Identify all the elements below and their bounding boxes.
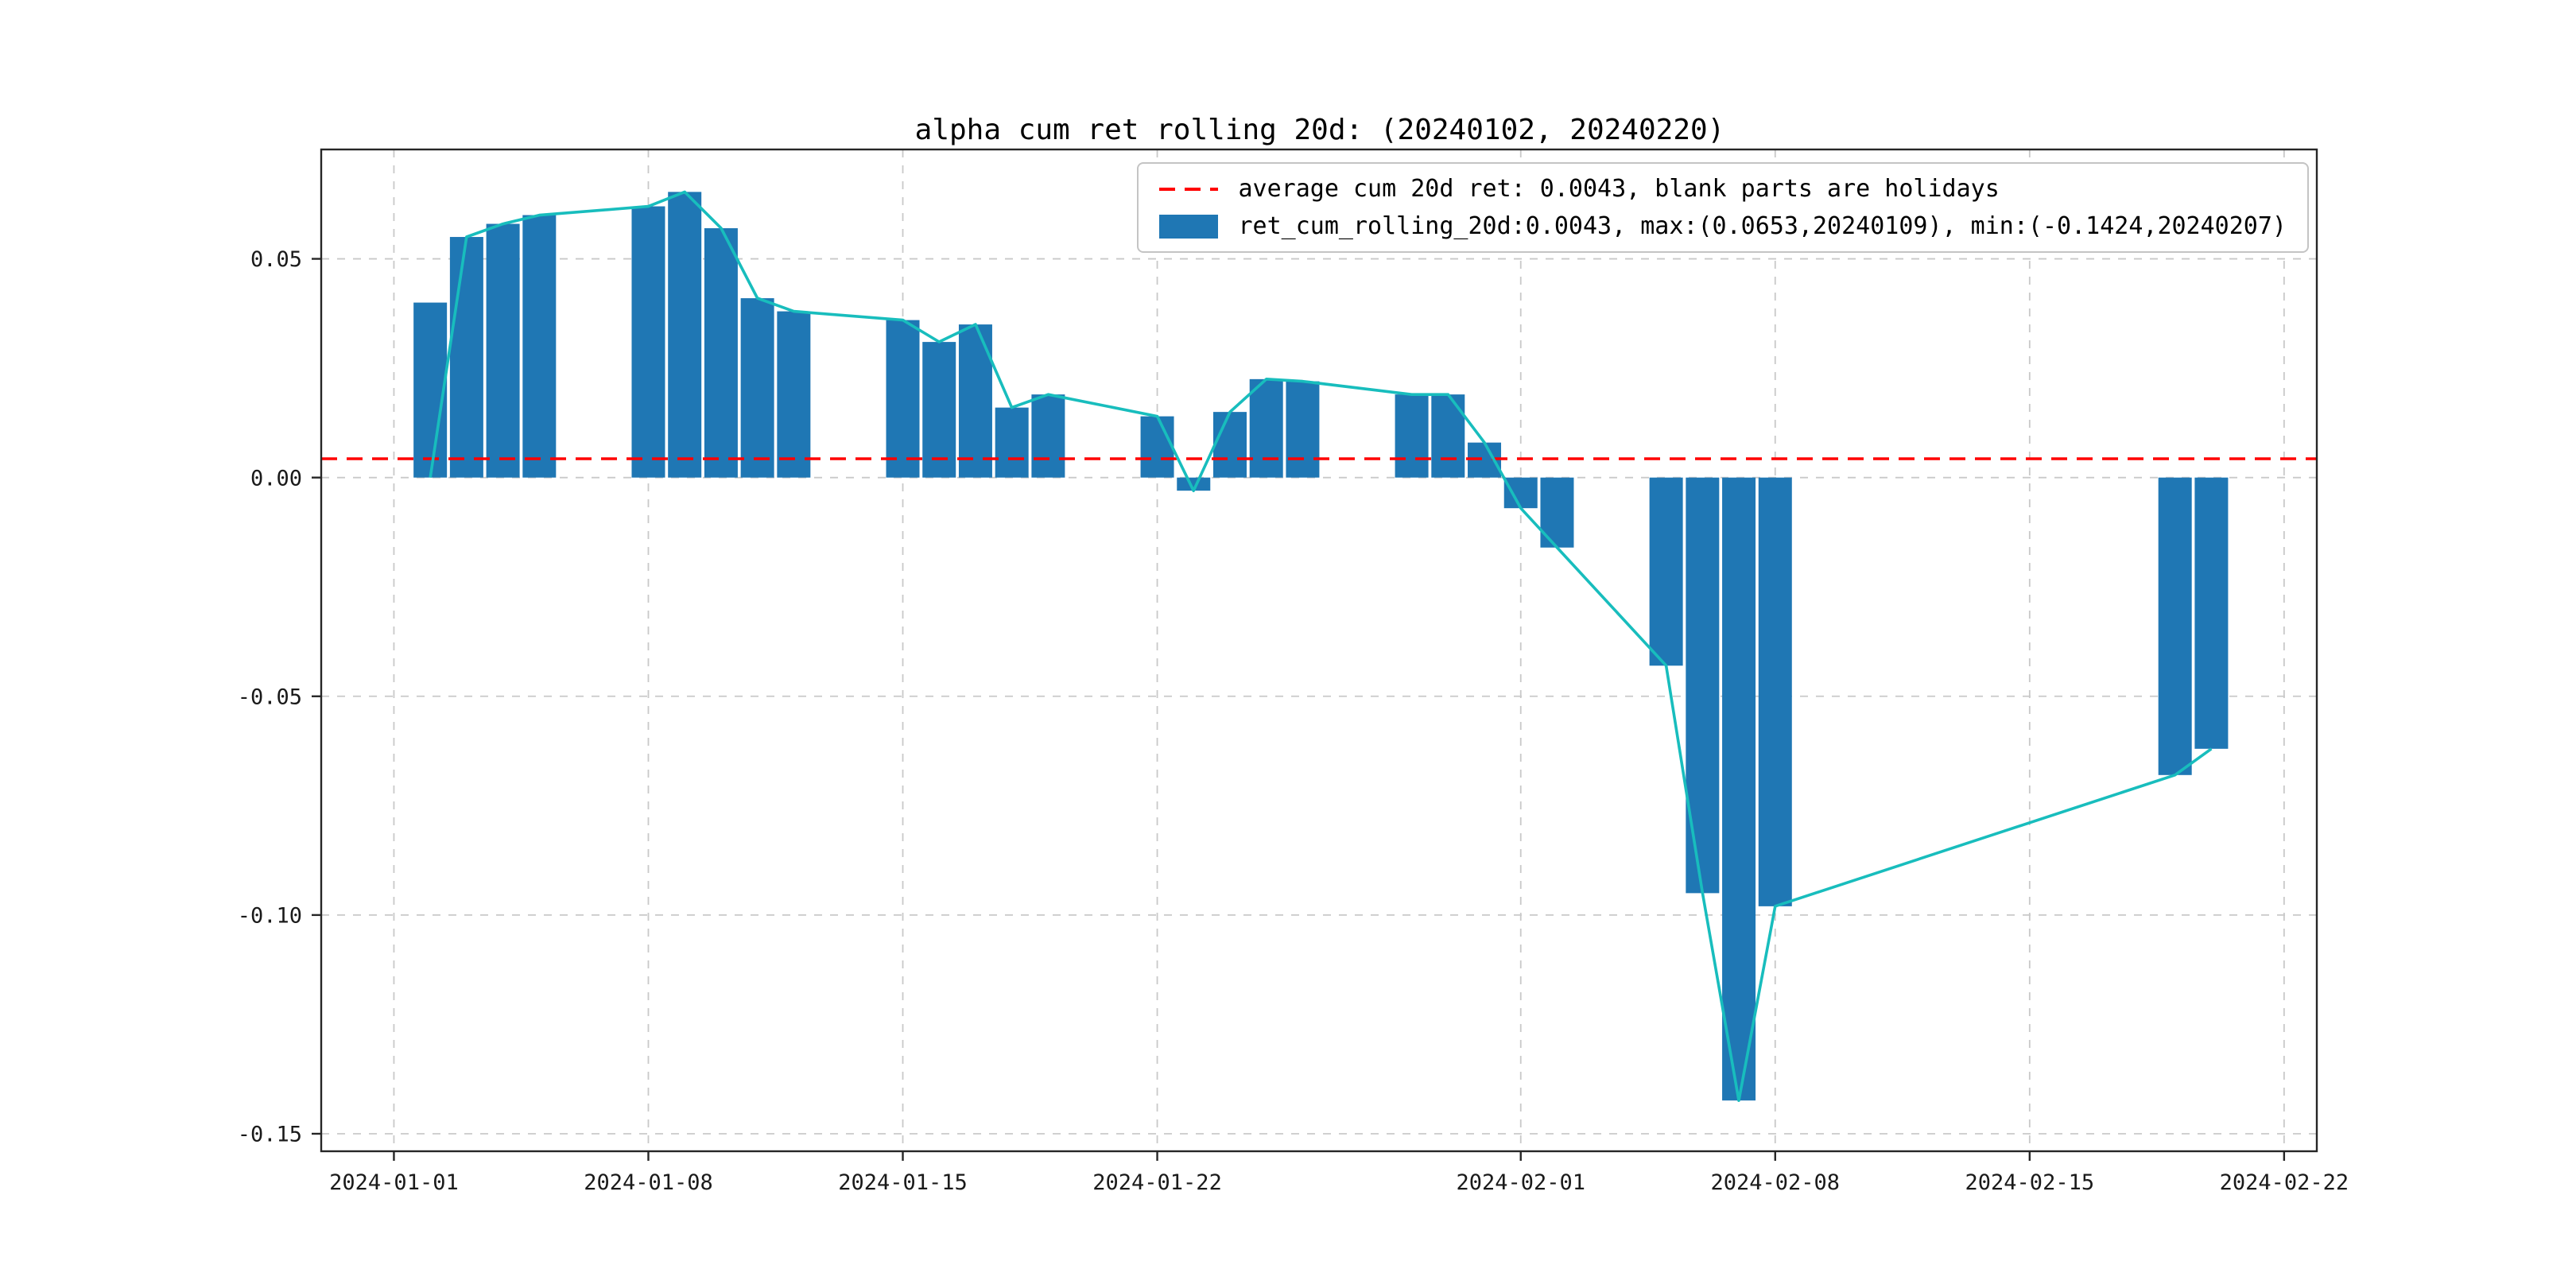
bar	[413, 302, 448, 478]
y-tick-label: -0.10	[238, 903, 302, 928]
bar	[1212, 412, 1247, 478]
x-tick-label: 2024-02-08	[1710, 1170, 1840, 1195]
bar	[2194, 477, 2229, 749]
bar	[704, 228, 738, 478]
y-tick-label: -0.05	[238, 685, 302, 709]
bar	[1140, 416, 1174, 478]
y-tick-label: -0.15	[238, 1123, 302, 1147]
legend-label-average: average cum 20d ret: 0.0043, blank parts…	[1238, 175, 2000, 203]
bar	[522, 215, 557, 478]
bar	[777, 311, 811, 478]
bar	[631, 206, 665, 478]
x-tick-label: 2024-02-15	[1965, 1170, 2095, 1195]
y-tick-label: 0.00	[250, 466, 302, 491]
x-tick-label: 2024-01-22	[1092, 1170, 1222, 1195]
chart-title: alpha cum ret rolling 20d: (20240102, 20…	[914, 114, 1725, 146]
bar	[1395, 394, 1429, 478]
legend-label-series: ret_cum_rolling_20d:0.0043, max:(0.0653,…	[1238, 212, 2287, 240]
legend: average cum 20d ret: 0.0043, blank parts…	[1136, 162, 2309, 253]
x-tick-label: 2024-01-15	[838, 1170, 968, 1195]
series-line	[429, 190, 2213, 1102]
bar-swatch-icon	[1158, 214, 1218, 239]
x-tick-label: 2024-02-01	[1456, 1170, 1585, 1195]
dashed-line-icon	[1158, 187, 1218, 191]
bar	[958, 324, 992, 478]
bar	[995, 407, 1029, 478]
bar	[486, 223, 520, 478]
x-tick-label: 2024-01-08	[584, 1170, 713, 1195]
bar	[886, 320, 920, 478]
bar	[1758, 477, 1792, 906]
bar	[1503, 477, 1538, 509]
bar	[1431, 394, 1465, 478]
bar	[449, 237, 483, 478]
x-tick-label: 2024-02-22	[2220, 1170, 2349, 1195]
bar	[1649, 477, 1683, 666]
bar	[1286, 381, 1320, 478]
bar	[1249, 378, 1283, 478]
x-tick-label: 2024-01-01	[329, 1170, 459, 1195]
legend-item-average: average cum 20d ret: 0.0043, blank parts…	[1158, 175, 2287, 203]
bar	[922, 342, 956, 478]
bar	[740, 298, 774, 478]
bar	[1540, 477, 1574, 548]
bar	[1686, 477, 1720, 894]
bar	[1722, 477, 1756, 1101]
bar	[1177, 477, 1211, 491]
bar	[1031, 394, 1065, 478]
bar	[668, 192, 702, 478]
legend-item-series: ret_cum_rolling_20d:0.0043, max:(0.0653,…	[1158, 212, 2287, 240]
y-tick-label: 0.05	[250, 247, 302, 272]
plot-frame	[320, 148, 2318, 1153]
bar	[2158, 477, 2192, 775]
